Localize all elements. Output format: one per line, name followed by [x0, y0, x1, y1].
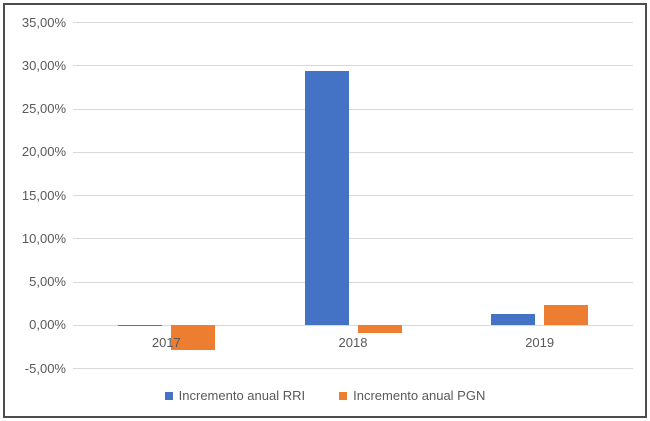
y-tick-label: 10,00%: [21, 230, 66, 246]
y-tick-label: 0,00%: [29, 317, 66, 333]
y-tick-label: -5,00%: [24, 360, 66, 376]
bar-2017-pgn: [170, 324, 215, 350]
legend-label: Incremento anual PGN: [353, 388, 486, 403]
gridline: [73, 22, 633, 23]
gridline: [73, 195, 633, 196]
gridline: [73, 108, 633, 110]
legend: Incremento anual RRI Incremento anual PGN: [0, 388, 650, 403]
y-tick-label: 15,00%: [21, 187, 66, 203]
y-tick-label: 5,00%: [29, 274, 66, 289]
bar-2018-rri: [304, 71, 349, 325]
bar-2018-pgn: [357, 324, 402, 334]
gridline: [73, 281, 633, 283]
gridline: [73, 368, 633, 369]
bar-2019-pgn: [544, 304, 589, 325]
legend-swatch-icon: [164, 391, 173, 400]
x-tick-label: 2017: [151, 334, 181, 350]
gridline: [73, 238, 633, 240]
gridline: [73, 324, 633, 326]
legend-swatch-icon: [339, 391, 348, 400]
x-tick-label: 2018: [338, 334, 368, 350]
legend-item: Incremento anual RRI: [164, 388, 306, 403]
legend-label: Incremento anual RRI: [178, 388, 306, 403]
x-tick-label: 2019: [525, 334, 555, 350]
plot-area: [73, 22, 633, 369]
legend-item: Incremento anual PGN: [339, 388, 485, 403]
bar-2017-rri: [117, 324, 162, 327]
y-tick-label: 30,00%: [21, 57, 66, 73]
y-tick-label: 20,00%: [21, 144, 66, 160]
bar-2019-rri: [491, 313, 536, 325]
y-tick-label: 35,00%: [21, 14, 66, 30]
gridline: [73, 151, 633, 153]
gridline: [73, 65, 633, 67]
y-tick-label: 25,00%: [21, 101, 66, 116]
